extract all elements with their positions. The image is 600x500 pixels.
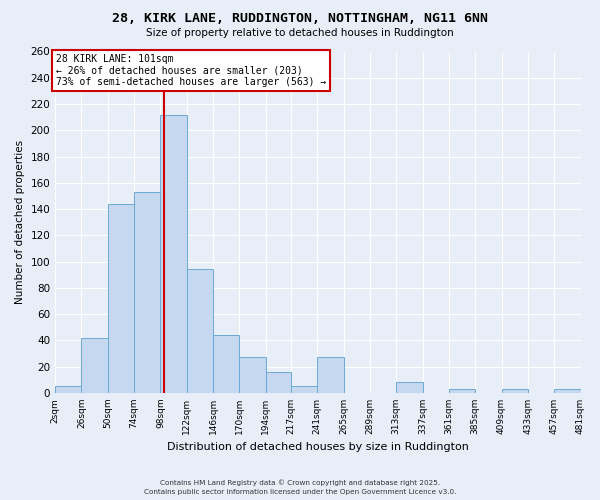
Text: 28 KIRK LANE: 101sqm
← 26% of detached houses are smaller (203)
73% of semi-deta: 28 KIRK LANE: 101sqm ← 26% of detached h…: [56, 54, 326, 88]
Bar: [502, 389, 528, 393]
Bar: [554, 389, 581, 393]
Text: 28, KIRK LANE, RUDDINGTON, NOTTINGHAM, NG11 6NN: 28, KIRK LANE, RUDDINGTON, NOTTINGHAM, N…: [112, 12, 488, 26]
Bar: [396, 382, 422, 393]
Y-axis label: Number of detached properties: Number of detached properties: [15, 140, 25, 304]
Text: Contains public sector information licensed under the Open Government Licence v3: Contains public sector information licen…: [144, 489, 456, 495]
Bar: [108, 204, 134, 393]
X-axis label: Distribution of detached houses by size in Ruddington: Distribution of detached houses by size …: [167, 442, 469, 452]
Bar: [82, 338, 108, 393]
Bar: [239, 358, 266, 393]
Bar: [160, 114, 187, 393]
Text: Size of property relative to detached houses in Ruddington: Size of property relative to detached ho…: [146, 28, 454, 38]
Bar: [449, 389, 475, 393]
Bar: [266, 372, 291, 393]
Text: Contains HM Land Registry data © Crown copyright and database right 2025.: Contains HM Land Registry data © Crown c…: [160, 480, 440, 486]
Bar: [291, 386, 317, 393]
Bar: [134, 192, 160, 393]
Bar: [317, 358, 344, 393]
Bar: [55, 386, 82, 393]
Bar: [213, 335, 239, 393]
Bar: [187, 270, 213, 393]
